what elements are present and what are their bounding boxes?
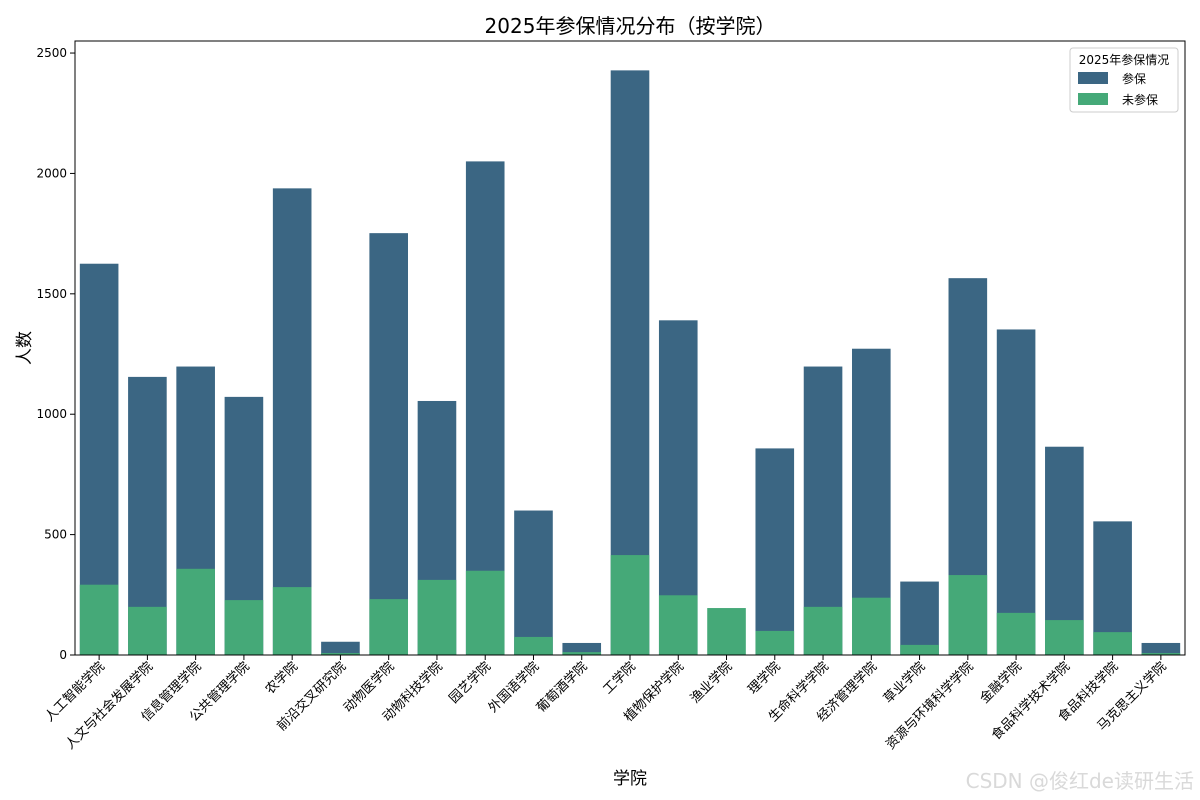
bar-uninsured [321, 653, 360, 655]
bar-uninsured [562, 652, 602, 655]
bar-uninsured [369, 599, 408, 655]
bar-uninsured [176, 568, 215, 655]
bar-uninsured [755, 630, 795, 655]
y-axis-label: 人数 [15, 331, 35, 365]
bar-insured [562, 642, 602, 655]
y-tick-label: 1000 [36, 407, 67, 421]
bar-insured [272, 188, 312, 656]
legend-title: 2025年参保情况 [1079, 52, 1170, 67]
legend-swatch [1078, 72, 1108, 84]
bar-uninsured [1141, 653, 1181, 655]
bar-uninsured [707, 608, 746, 655]
bars [79, 70, 1181, 656]
bar-uninsured [948, 575, 988, 655]
x-tick-label: 资源与环境科学学院 [883, 659, 977, 753]
bar-uninsured [224, 600, 264, 655]
x-tick-label: 园艺学院 [446, 659, 494, 707]
bar-uninsured [803, 606, 843, 655]
legend-swatch [1078, 93, 1108, 105]
y-tick-label: 2000 [36, 166, 67, 180]
bar-insured [514, 510, 553, 655]
x-tick-label: 草业学院 [880, 659, 928, 707]
x-tick-label: 葡萄酒学院 [533, 659, 590, 716]
bar-insured [900, 581, 939, 655]
bar-uninsured [1093, 632, 1132, 655]
x-tick-label: 工学院 [600, 659, 639, 698]
bar-uninsured [465, 570, 505, 655]
y-tick-label: 1500 [36, 287, 67, 301]
bar-insured [996, 329, 1036, 655]
bar-insured [755, 448, 795, 655]
bar-insured [369, 233, 408, 656]
y-tick-label: 500 [44, 528, 67, 542]
chart-title: 2025年参保情况分布（按学院） [485, 14, 776, 38]
bar-uninsured [417, 579, 457, 655]
bar-uninsured [996, 612, 1036, 655]
bar-uninsured [514, 636, 553, 655]
x-tick-label: 金融学院 [977, 659, 1025, 707]
watermark: CSDN @俊红de读研生活 [965, 769, 1194, 793]
bar-uninsured [610, 555, 650, 655]
x-tick-label: 渔业学院 [687, 659, 735, 707]
bar-uninsured [272, 587, 312, 655]
x-tick-label: 外国语学院 [485, 659, 542, 716]
x-axis-label: 学院 [613, 769, 647, 789]
x-tick-label: 理学院 [745, 659, 784, 698]
x-tick-label: 人文与社会发展学院 [62, 659, 156, 753]
y-axis: 0 500 1000 1500 2000 2500 [36, 46, 75, 662]
bar-uninsured [900, 644, 939, 655]
bar-insured [1141, 642, 1181, 655]
legend-label: 未参保 [1122, 92, 1158, 107]
bar-uninsured [852, 597, 891, 655]
bar-uninsured [1045, 620, 1084, 655]
legend-label: 参保 [1122, 71, 1146, 86]
x-tick-label: 农学院 [262, 659, 301, 698]
bar-uninsured [79, 584, 119, 655]
bar-insured [321, 641, 360, 655]
y-tick-label: 0 [59, 648, 67, 662]
bar-uninsured [658, 595, 698, 655]
bar-uninsured [128, 606, 167, 655]
y-tick-label: 2500 [36, 46, 67, 60]
